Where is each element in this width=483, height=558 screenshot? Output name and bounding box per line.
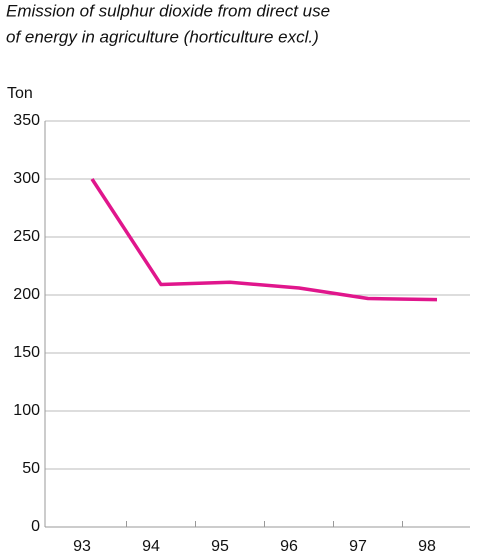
x-tick-label: 98 (418, 538, 436, 555)
y-tick-label: 0 (31, 518, 40, 535)
y-tick-label: 150 (13, 344, 40, 361)
chart-title-line: Emission of sulphur dioxide from direct … (6, 1, 330, 20)
y-axis-label: Ton (7, 85, 33, 102)
data-line (90, 178, 438, 302)
x-tick-label: 97 (349, 538, 367, 555)
chart-title-line: of energy in agriculture (horticulture e… (6, 27, 319, 46)
y-tick-label: 50 (22, 460, 40, 477)
y-tick-label: 100 (13, 402, 40, 419)
x-tick-label: 95 (211, 538, 229, 555)
x-tick-label: 94 (142, 538, 160, 555)
y-tick-label: 250 (13, 228, 40, 245)
y-tick-label: 350 (13, 112, 40, 129)
y-tick-label: 200 (13, 286, 40, 303)
y-tick-label: 300 (13, 170, 40, 187)
x-tick-label: 96 (280, 538, 298, 555)
x-tick-label: 93 (73, 538, 91, 555)
